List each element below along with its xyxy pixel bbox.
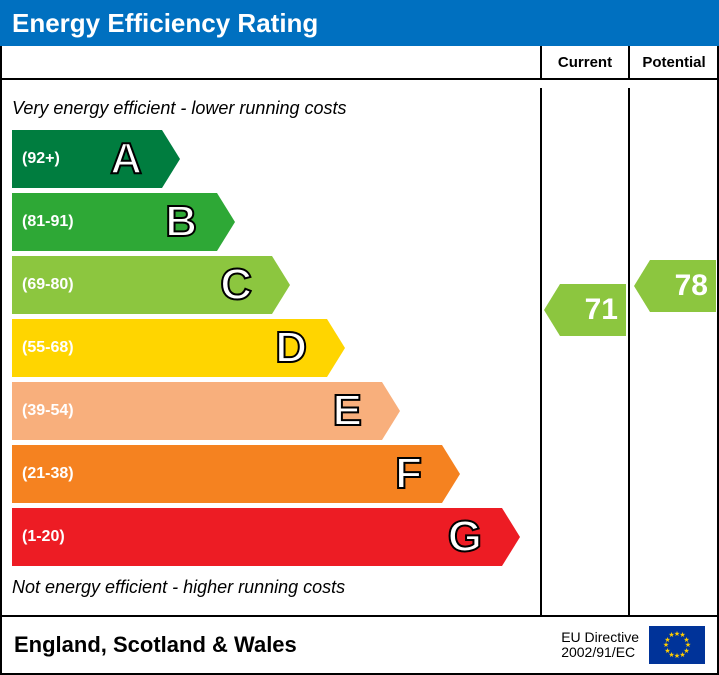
- band-b: (81-91) B: [12, 193, 217, 251]
- eu-star-icon: ★: [679, 651, 685, 659]
- band-range: (92+): [12, 150, 60, 168]
- band-range: (81-91): [12, 213, 74, 231]
- band-range: (69-80): [12, 276, 74, 294]
- current-rating-pointer: 71: [560, 284, 626, 336]
- directive-block: EU Directive 2002/91/EC ★★★★★★★★★★★★: [561, 626, 705, 664]
- band-range: (1-20): [12, 528, 65, 546]
- band-letter: B: [165, 197, 197, 247]
- band-letter: F: [395, 449, 422, 499]
- epc-chart: Energy Efficiency Rating Current Potenti…: [0, 0, 719, 675]
- band-e: (39-54) E: [12, 382, 382, 440]
- band-d: (55-68) D: [12, 319, 327, 377]
- band-range: (39-54): [12, 402, 74, 420]
- chart-title: Energy Efficiency Rating: [0, 0, 719, 46]
- directive-line1: EU Directive: [561, 629, 639, 645]
- band-letter: E: [333, 386, 362, 436]
- eu-flag-icon: ★★★★★★★★★★★★: [649, 626, 705, 664]
- bands-column: Very energy efficient - lower running co…: [2, 88, 542, 616]
- band-letter: G: [448, 512, 482, 562]
- band-range: (55-68): [12, 339, 74, 357]
- potential-rating-pointer: 78: [650, 260, 716, 312]
- band-g: (1-20) G: [12, 508, 502, 566]
- band-letter: C: [220, 260, 252, 310]
- chart-body: Current Potential Very energy efficient …: [0, 46, 719, 675]
- header-current: Current: [542, 46, 630, 80]
- eu-star-icon: ★: [668, 631, 674, 639]
- band-letter: A: [110, 134, 142, 184]
- header-blank: [2, 46, 542, 80]
- band-f: (21-38) F: [12, 445, 442, 503]
- header-potential: Potential: [630, 46, 718, 80]
- chart-footer: England, Scotland & Wales EU Directive 2…: [2, 615, 717, 673]
- efficient-label: Very energy efficient - lower running co…: [2, 94, 540, 125]
- directive-text: EU Directive 2002/91/EC: [561, 630, 639, 661]
- inefficient-label: Not energy efficient - higher running co…: [2, 571, 540, 602]
- eu-star-icon: ★: [674, 652, 680, 660]
- band-c: (69-80) C: [12, 256, 272, 314]
- band-range: (21-38): [12, 465, 74, 483]
- band-list: (92+) A (81-91) B (69-80) C (55-68) D (39-54) E (2…: [2, 130, 540, 566]
- current-column: 71: [542, 88, 630, 616]
- potential-column: 78: [630, 88, 718, 616]
- band-a: (92+) A: [12, 130, 162, 188]
- band-letter: D: [275, 323, 307, 373]
- region-label: England, Scotland & Wales: [14, 632, 297, 658]
- directive-line2: 2002/91/EC: [561, 644, 635, 660]
